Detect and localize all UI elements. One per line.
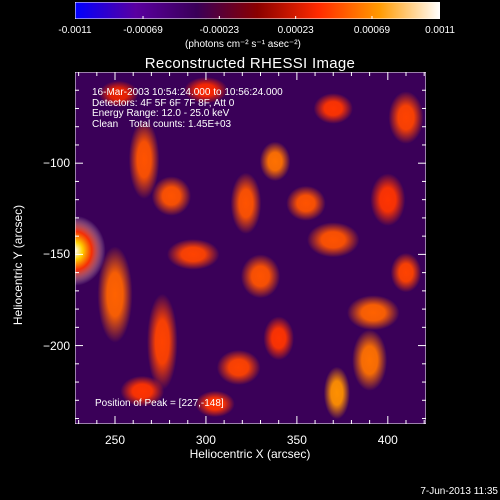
heatmap-blob xyxy=(370,173,406,226)
colorbar-tick-label: -0.00069 xyxy=(123,25,163,36)
detectors-text: Detectors: 4F 5F 6F 7F 8F, Att 0 xyxy=(92,97,235,109)
heatmap-blob xyxy=(286,185,326,221)
footer-timestamp: 7-Jun-2013 11:35 xyxy=(420,486,498,497)
y-tick-label: −200 xyxy=(42,338,70,353)
colorbar-tick-label: 0.00069 xyxy=(353,25,391,36)
colorbar-gradient xyxy=(75,2,440,19)
y-axis-label: Heliocentric Y (arcsec) xyxy=(11,204,25,326)
colorbar-tick-label: -0.0011 xyxy=(58,25,92,36)
heatmap-blob xyxy=(263,316,294,361)
heatmap-peak-source xyxy=(75,215,106,286)
plot-area xyxy=(75,72,426,424)
heatmap-blob xyxy=(195,390,235,418)
heatmap-blob xyxy=(323,366,350,420)
axis-ticks xyxy=(75,72,426,424)
heatmap-blob xyxy=(240,254,281,299)
heatmap-blob xyxy=(151,176,192,216)
heatmap-blob xyxy=(128,120,160,199)
colorbar-unit-label: (photons cm⁻² s⁻¹ asec⁻²) xyxy=(185,39,301,50)
heatmap-blob xyxy=(390,252,422,293)
heatmap-blob xyxy=(388,91,424,144)
colorbar-tick-label: 0.00023 xyxy=(277,25,314,36)
heatmap-blobs xyxy=(75,77,424,420)
colorbar-tick-label: -0.00023 xyxy=(199,25,240,36)
x-tick-label: 300 xyxy=(195,433,216,447)
heatmap-blob xyxy=(184,77,228,104)
x-axis-label: Heliocentric X (arcsec) xyxy=(189,447,311,461)
heatmap-blob xyxy=(259,141,291,182)
heatmap-blob xyxy=(347,295,400,331)
x-tick-label: 400 xyxy=(377,433,398,447)
y-tick-label: −150 xyxy=(42,247,70,262)
info-annotation: 16-Mar-2003 10:54:24.000 to 10:56:24.000… xyxy=(92,87,283,130)
heatmap-blob xyxy=(230,172,262,234)
method-text: Clean Total counts: 1.45E+03 xyxy=(92,118,232,130)
heatmap-blob xyxy=(147,293,178,391)
heatmap-blob xyxy=(120,375,165,407)
energy-range-text: Energy Range: 12.0 - 25.0 keV xyxy=(92,108,230,119)
colorbar-tick-label: 0.0011 xyxy=(425,25,455,36)
heatmap-blob xyxy=(352,329,388,391)
heatmap-blob xyxy=(97,246,133,343)
peak-position-text: Position of Peak = [227,-148] xyxy=(95,398,224,409)
heatmap-blob xyxy=(167,239,220,270)
colorbar-ticks xyxy=(75,16,440,19)
heatmap-blob xyxy=(307,222,360,258)
time-range-text: 16-Mar-2003 10:54:24.000 to 10:56:24.000 xyxy=(92,87,283,98)
heatmap-blob xyxy=(99,80,139,108)
heatmap-blob xyxy=(216,349,261,385)
x-tick-label: 350 xyxy=(286,433,307,447)
colorbar xyxy=(75,2,440,19)
x-tick-label: 250 xyxy=(104,433,126,447)
chart-title: Reconstructed RHESSI Image xyxy=(144,55,356,72)
heatmap-blob xyxy=(313,93,353,124)
y-tick-label: −100 xyxy=(42,156,70,171)
